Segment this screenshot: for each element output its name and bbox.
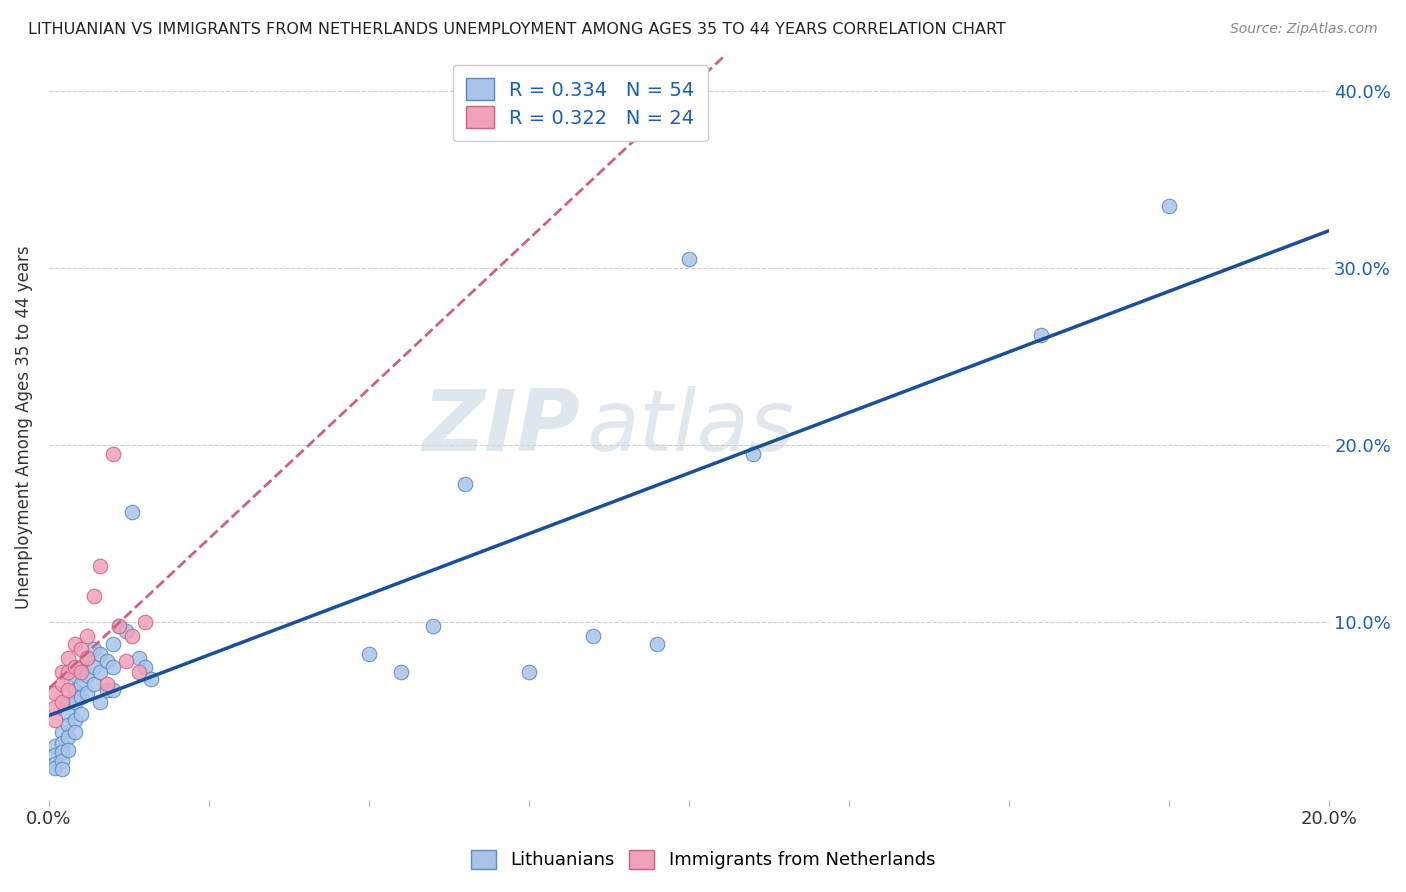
Point xyxy=(70,677,93,691)
Point xyxy=(56,682,79,697)
Point xyxy=(108,619,131,633)
Point xyxy=(108,619,131,633)
Point xyxy=(134,615,156,630)
Point xyxy=(56,731,79,745)
Point xyxy=(76,668,98,682)
Point xyxy=(83,589,105,603)
Point xyxy=(742,447,765,461)
Point xyxy=(582,630,605,644)
Point xyxy=(96,654,118,668)
Point xyxy=(128,665,150,679)
Text: Source: ZipAtlas.com: Source: ZipAtlas.com xyxy=(1230,22,1378,37)
Point xyxy=(357,647,380,661)
Point xyxy=(44,748,66,763)
Point xyxy=(51,736,73,750)
Point xyxy=(70,665,93,679)
Point xyxy=(645,636,668,650)
Point xyxy=(76,630,98,644)
Point xyxy=(128,650,150,665)
Point xyxy=(56,743,79,757)
Point xyxy=(56,650,79,665)
Point xyxy=(63,636,86,650)
Point xyxy=(44,686,66,700)
Point xyxy=(114,654,136,668)
Point xyxy=(422,619,444,633)
Point xyxy=(121,505,143,519)
Point xyxy=(454,477,477,491)
Point xyxy=(44,757,66,772)
Legend: R = 0.334   N = 54, R = 0.322   N = 24: R = 0.334 N = 54, R = 0.322 N = 24 xyxy=(453,65,707,141)
Point xyxy=(63,659,86,673)
Point xyxy=(101,659,124,673)
Point xyxy=(134,659,156,673)
Point xyxy=(83,677,105,691)
Point xyxy=(63,713,86,727)
Point xyxy=(96,677,118,691)
Point xyxy=(121,630,143,644)
Point xyxy=(114,624,136,639)
Point xyxy=(51,695,73,709)
Point xyxy=(76,686,98,700)
Point xyxy=(517,665,540,679)
Point xyxy=(89,695,111,709)
Point xyxy=(51,677,73,691)
Text: ZIP: ZIP xyxy=(423,386,581,469)
Legend: Lithuanians, Immigrants from Netherlands: Lithuanians, Immigrants from Netherlands xyxy=(461,841,945,879)
Point xyxy=(51,745,73,759)
Point xyxy=(70,659,93,673)
Point xyxy=(89,647,111,661)
Text: atlas: atlas xyxy=(586,386,794,469)
Y-axis label: Unemployment Among Ages 35 to 44 years: Unemployment Among Ages 35 to 44 years xyxy=(15,245,32,609)
Point xyxy=(44,700,66,714)
Point xyxy=(70,641,93,656)
Point xyxy=(63,668,86,682)
Point xyxy=(76,650,98,665)
Point xyxy=(96,682,118,697)
Point xyxy=(76,650,98,665)
Point xyxy=(56,718,79,732)
Point xyxy=(83,641,105,656)
Point xyxy=(44,713,66,727)
Point xyxy=(51,763,73,777)
Point xyxy=(63,695,86,709)
Point xyxy=(63,725,86,739)
Point xyxy=(101,682,124,697)
Text: LITHUANIAN VS IMMIGRANTS FROM NETHERLANDS UNEMPLOYMENT AMONG AGES 35 TO 44 YEARS: LITHUANIAN VS IMMIGRANTS FROM NETHERLAND… xyxy=(28,22,1007,37)
Point xyxy=(70,690,93,704)
Point xyxy=(51,754,73,768)
Point xyxy=(56,707,79,722)
Point xyxy=(51,665,73,679)
Point xyxy=(63,682,86,697)
Point xyxy=(56,665,79,679)
Point xyxy=(44,761,66,775)
Point xyxy=(1031,328,1053,343)
Point xyxy=(51,725,73,739)
Point xyxy=(141,672,163,686)
Point xyxy=(70,707,93,722)
Point xyxy=(678,252,700,266)
Point xyxy=(101,636,124,650)
Point xyxy=(89,558,111,573)
Point xyxy=(101,447,124,461)
Point xyxy=(56,695,79,709)
Point xyxy=(89,665,111,679)
Point xyxy=(1159,199,1181,213)
Point xyxy=(44,739,66,754)
Point xyxy=(83,659,105,673)
Point xyxy=(389,665,412,679)
